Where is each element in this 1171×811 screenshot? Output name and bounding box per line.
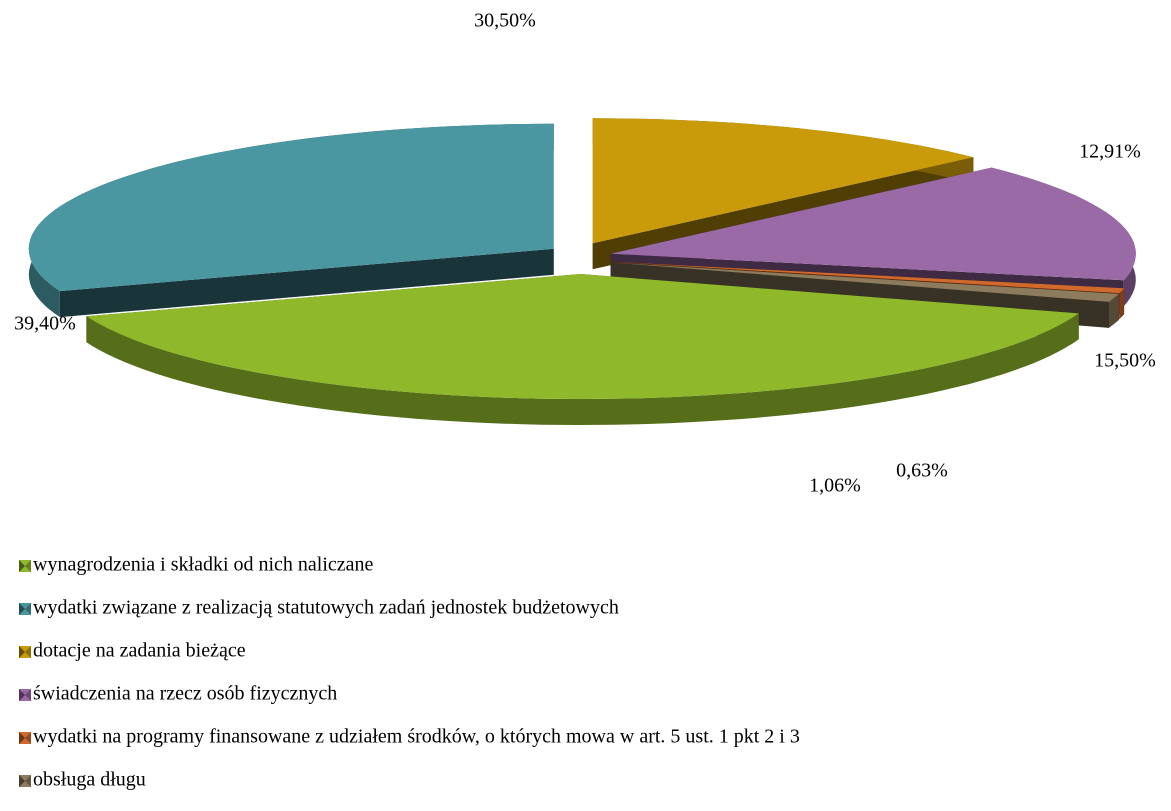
slice-top xyxy=(610,167,1136,281)
legend-marker-bevel xyxy=(19,603,25,615)
legend-marker-bevel xyxy=(19,732,25,744)
legend-marker-bevel xyxy=(25,560,31,572)
pie-slice xyxy=(86,274,1079,425)
legend-label: obsługa długu xyxy=(33,769,146,791)
pie-slice xyxy=(28,123,554,318)
legend-marker-bevel xyxy=(19,646,25,658)
slice-wall xyxy=(1109,293,1119,328)
slice-top xyxy=(28,123,554,292)
legend-label: wydatki związane z realizacją statutowyc… xyxy=(33,597,619,619)
slice-top xyxy=(592,118,974,244)
legend-marker-bevel xyxy=(25,732,31,744)
data-label: 1,06% xyxy=(809,475,861,497)
legend-marker-bevel xyxy=(25,603,31,615)
legend-marker-bevel xyxy=(19,560,25,572)
legend-label: wydatki na programy finansowane z udział… xyxy=(33,726,800,748)
slice-wall xyxy=(86,313,1079,425)
slice-wall xyxy=(1119,288,1125,320)
data-label: 0,63% xyxy=(896,460,948,482)
slice-top xyxy=(86,274,1079,399)
legend-label: świadczenia na rzecz osób fizycznych xyxy=(33,683,337,705)
slice-side xyxy=(59,248,554,318)
legend-label: dotacje na zadania bieżące xyxy=(33,640,246,662)
data-label: 30,50% xyxy=(474,10,536,32)
legend-marker-bevel xyxy=(25,689,31,701)
legend-label: wynagrodzenia i składki od nich naliczan… xyxy=(33,554,374,576)
data-label: 12,91% xyxy=(1079,141,1141,163)
slice-top xyxy=(610,262,1119,302)
data-label: 15,50% xyxy=(1094,350,1156,372)
legend-marker-bevel xyxy=(25,646,31,658)
legend-marker-bevel xyxy=(19,775,25,787)
legend-marker-bevel xyxy=(19,689,25,701)
slice-top xyxy=(611,261,1125,294)
legend-marker-bevel xyxy=(25,775,31,787)
data-label: 39,40% xyxy=(14,313,76,335)
